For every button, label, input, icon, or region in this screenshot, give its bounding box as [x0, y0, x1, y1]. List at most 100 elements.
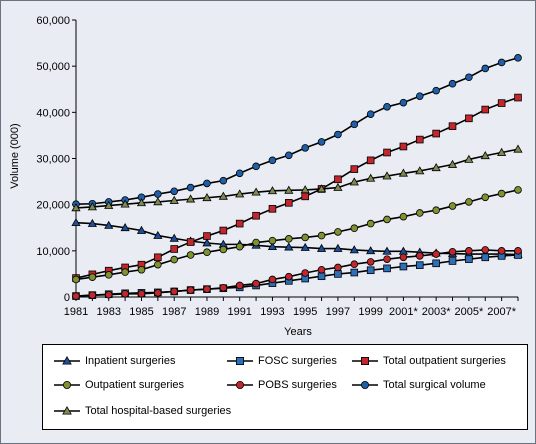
x-tick-label: 1985	[129, 306, 153, 318]
series-outpatient-surgeries	[72, 186, 522, 284]
data-point	[317, 138, 326, 146]
data-point	[153, 197, 163, 206]
chart-legend: Inpatient surgeries FOSC surgeries Total o…	[42, 344, 528, 430]
x-tick-label: 1983	[96, 306, 120, 318]
data-point	[285, 199, 293, 207]
data-point	[121, 268, 129, 276]
data-point	[415, 166, 425, 175]
y-tick-label: 20,000	[36, 200, 70, 212]
data-point	[268, 275, 277, 284]
legend-marker	[360, 381, 369, 389]
data-point	[153, 230, 163, 239]
data-point	[170, 255, 179, 264]
data-point	[399, 142, 408, 151]
data-point	[251, 187, 261, 196]
legend-swatch	[227, 357, 253, 365]
series-layer	[71, 54, 523, 300]
data-point	[366, 246, 376, 255]
legend-label: Total hospital-based surgeries	[85, 405, 232, 417]
data-point	[333, 182, 343, 191]
data-point	[104, 290, 113, 299]
data-point	[481, 246, 490, 254]
data-point	[202, 238, 212, 247]
data-point	[285, 235, 293, 243]
x-tick-label: 1989	[195, 306, 219, 318]
data-point	[481, 253, 490, 262]
data-point	[366, 110, 375, 118]
data-point	[497, 147, 507, 156]
data-point	[334, 270, 342, 278]
x-tick-label: 2005*	[455, 306, 484, 318]
legend-item: Outpatient surgeries	[53, 375, 184, 395]
data-point	[317, 265, 326, 274]
data-point	[514, 186, 522, 194]
data-point	[333, 243, 343, 252]
data-point	[219, 176, 228, 185]
legend-item: FOSC surgeries	[226, 351, 337, 371]
data-point	[334, 130, 342, 139]
data-point	[72, 275, 80, 284]
series-line	[75, 249, 518, 297]
data-point	[170, 187, 179, 196]
data-point	[514, 93, 522, 102]
data-point	[448, 202, 457, 210]
data-point	[186, 251, 195, 259]
legend-item: Inpatient surgeries	[53, 351, 176, 371]
legend-marker	[62, 381, 71, 389]
legend-label: FOSC surgeries	[258, 355, 337, 367]
data-point	[137, 265, 146, 274]
data-point	[366, 266, 375, 275]
data-point	[284, 242, 294, 251]
data-point	[235, 219, 244, 228]
x-axis-label: Years	[284, 326, 312, 338]
data-point	[350, 260, 359, 269]
data-point	[382, 246, 392, 255]
legend-swatch	[227, 381, 253, 389]
data-point	[481, 64, 490, 73]
data-point	[334, 263, 342, 272]
data-point	[186, 183, 195, 192]
data-point	[349, 245, 359, 254]
data-point	[432, 86, 440, 95]
x-tick-label: 2001*	[389, 306, 418, 318]
data-point	[87, 202, 97, 211]
data-point	[350, 120, 359, 129]
data-point	[465, 198, 473, 206]
legend-marker	[62, 406, 72, 415]
legend-label: Inpatient surgeries	[85, 355, 176, 367]
x-tick-label: 1993	[260, 306, 284, 318]
data-point	[480, 151, 490, 160]
data-point	[334, 175, 342, 184]
data-point	[366, 219, 375, 228]
data-point	[203, 232, 211, 240]
data-point	[120, 223, 130, 232]
legend-item: Total surgical volume	[351, 375, 486, 395]
data-point	[301, 233, 309, 242]
data-point	[71, 217, 81, 227]
x-tick-label: 1981	[64, 306, 88, 318]
x-tick-label: 1995	[293, 306, 317, 318]
legend-marker	[62, 356, 72, 365]
data-point	[252, 238, 260, 247]
data-point	[235, 242, 244, 251]
legend-swatch	[54, 356, 80, 365]
data-point	[481, 105, 490, 114]
data-point	[136, 198, 147, 207]
x-tick-label: 2003*	[422, 306, 451, 318]
data-point	[219, 283, 228, 292]
data-point	[154, 260, 162, 269]
y-tick-label: 0	[64, 292, 70, 304]
data-point	[448, 257, 457, 265]
series-total-surgical-volume	[72, 54, 522, 209]
data-point	[464, 154, 474, 163]
data-point	[71, 203, 81, 212]
data-point	[154, 289, 162, 297]
data-point	[268, 236, 277, 245]
data-point	[88, 273, 97, 281]
data-point	[235, 189, 245, 198]
data-point	[399, 262, 408, 271]
data-point	[399, 212, 408, 221]
data-point	[399, 98, 408, 107]
data-point	[301, 269, 309, 277]
